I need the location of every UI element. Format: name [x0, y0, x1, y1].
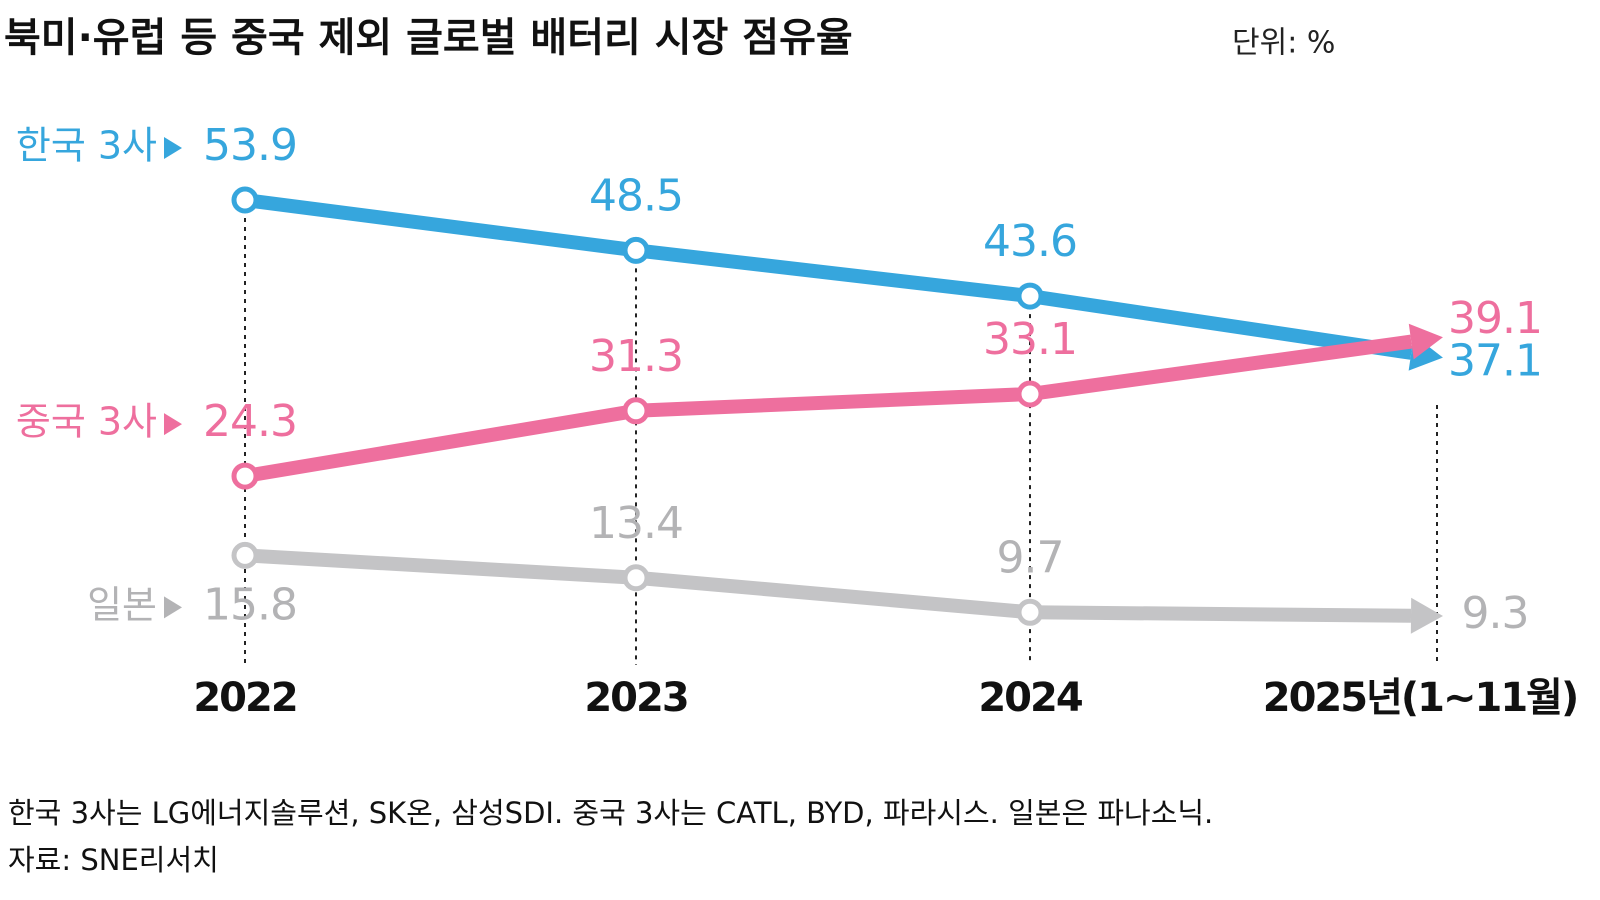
value-label: 43.6	[983, 216, 1077, 267]
series-line	[243, 334, 1413, 483]
arrow-head	[1408, 323, 1443, 360]
footnote: 한국 3사는 LG에너지솔루션, SK온, 삼성SDI. 중국 3사는 CATL…	[8, 796, 1213, 830]
value-label: 9.3	[1462, 588, 1529, 639]
value-label: 39.1	[1448, 293, 1542, 344]
point-marker	[231, 186, 259, 214]
legend-label: 일본	[87, 583, 157, 627]
point-marker	[1016, 598, 1044, 626]
value-label: 31.3	[589, 331, 683, 382]
legend-label: 중국 3사	[16, 400, 157, 444]
value-label: 37.1	[1448, 336, 1542, 387]
value-label: 13.4	[589, 498, 683, 549]
point-marker	[622, 397, 650, 425]
point-marker	[231, 541, 259, 569]
legend-label: 한국 3사	[16, 124, 157, 168]
x-tick-label: 2023	[584, 675, 687, 721]
point-marker	[622, 564, 650, 592]
source: 자료: SNE리서치	[8, 843, 219, 877]
value-label: 15.8	[203, 579, 297, 630]
unit-label: 단위: %	[1232, 26, 1335, 61]
value-label: 24.3	[203, 396, 297, 447]
point-marker	[1016, 380, 1044, 408]
value-label: 33.1	[983, 314, 1077, 365]
legend-arrow	[164, 137, 182, 159]
point-marker	[622, 236, 650, 264]
x-tick-label: 2025년(1~11월)	[1263, 675, 1578, 721]
value-label: 53.9	[203, 120, 297, 171]
series-line	[244, 193, 1413, 360]
x-tick-label: 2024	[978, 675, 1081, 721]
series-line	[244, 548, 1412, 623]
x-tick-label: 2022	[193, 675, 296, 721]
arrow-head	[1410, 597, 1443, 634]
chart-title: 북미·유럽 등 중국 제외 글로벌 배터리 시장 점유율	[4, 15, 853, 61]
point-marker	[231, 462, 259, 490]
legend-arrow	[164, 413, 182, 436]
legend-arrow	[164, 596, 182, 619]
value-label: 48.5	[589, 170, 683, 221]
value-label: 9.7	[997, 532, 1064, 583]
point-marker	[1016, 282, 1044, 310]
